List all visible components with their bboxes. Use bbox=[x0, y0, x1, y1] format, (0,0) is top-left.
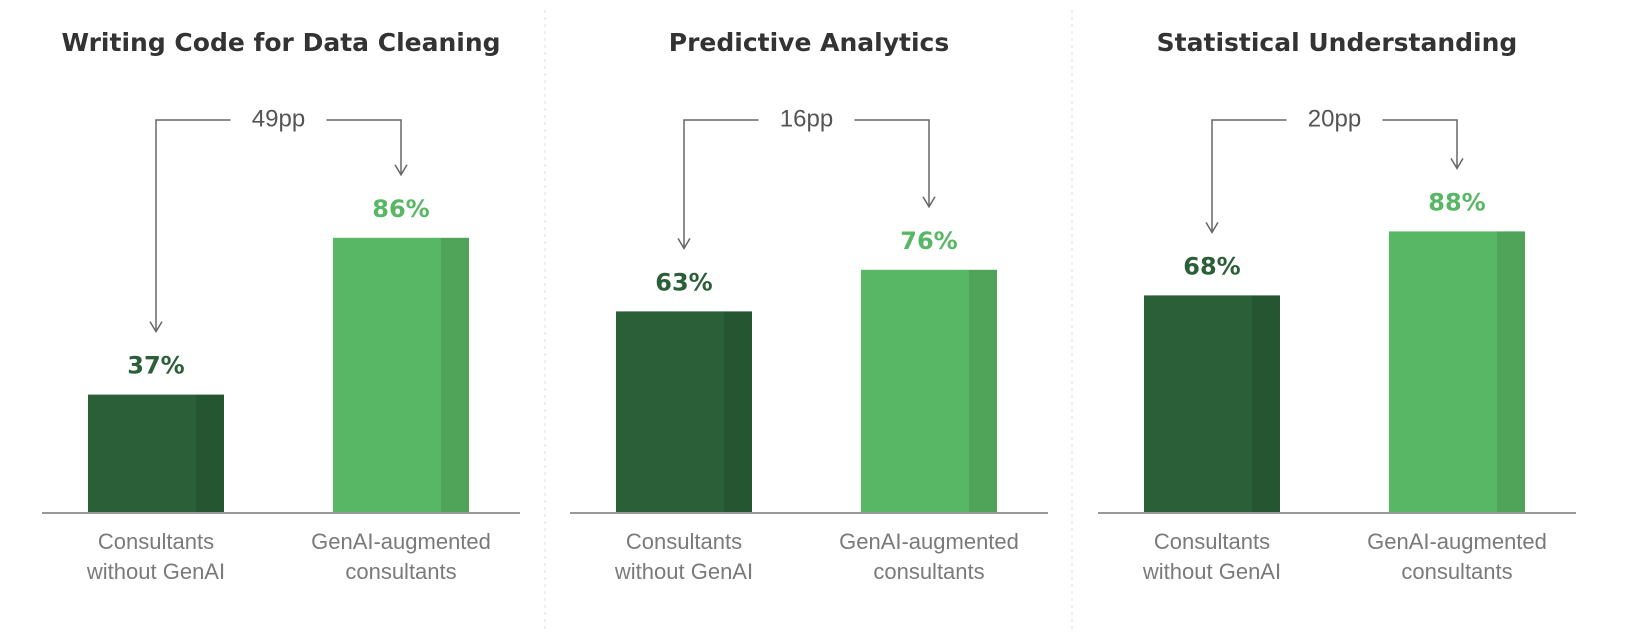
bar-shade bbox=[441, 237, 469, 514]
bar bbox=[1144, 295, 1280, 513]
chart-title: Statistical Understanding bbox=[1157, 28, 1518, 57]
chart-title: Predictive Analytics bbox=[669, 28, 949, 57]
x-tick-label: GenAI-augmented consultants bbox=[311, 529, 491, 584]
value-label: 88% bbox=[1428, 188, 1485, 216]
bar bbox=[1389, 231, 1525, 513]
chart-title: Writing Code for Data Cleaning bbox=[61, 28, 500, 57]
arrow-head bbox=[677, 238, 691, 250]
category-label-box: GenAI-augmented consultants bbox=[311, 529, 491, 584]
annotation: 49pp bbox=[252, 105, 305, 132]
x-tick-label: Consultants without GenAI bbox=[614, 529, 754, 584]
value-label: 68% bbox=[1183, 252, 1240, 280]
arrow-head bbox=[394, 164, 408, 177]
bar-shade bbox=[724, 311, 752, 513]
arrow-head bbox=[1205, 222, 1219, 234]
arrow-head bbox=[922, 196, 936, 209]
bar bbox=[88, 394, 224, 513]
category-label-box: Consultants without GenAI bbox=[1142, 529, 1282, 584]
x-tick-label: GenAI-augmented consultants bbox=[839, 529, 1019, 584]
bar-shade bbox=[969, 269, 997, 513]
value-label: 76% bbox=[900, 227, 957, 255]
arrow-head bbox=[149, 321, 163, 334]
bracket bbox=[1211, 119, 1287, 233]
bar bbox=[861, 269, 997, 513]
bracket bbox=[326, 119, 402, 175]
annotation: 20pp bbox=[1308, 105, 1361, 132]
value-label: 86% bbox=[372, 195, 429, 223]
bar bbox=[333, 237, 469, 514]
x-tick-label: Consultants without GenAI bbox=[1142, 529, 1282, 584]
category-label-box: Consultants without GenAI bbox=[86, 529, 226, 584]
category-label-box: Consultants without GenAI bbox=[614, 529, 754, 584]
x-tick-label: Consultants without GenAI bbox=[86, 529, 226, 584]
bracket bbox=[683, 119, 759, 249]
bar-shade bbox=[1497, 231, 1525, 513]
bar-shade bbox=[196, 394, 224, 513]
x-tick-label: GenAI-augmented consultants bbox=[1367, 529, 1547, 584]
bracket bbox=[854, 119, 930, 207]
arrow-head bbox=[1450, 158, 1464, 170]
value-label: 37% bbox=[127, 352, 184, 380]
bracket bbox=[155, 119, 231, 332]
value-label: 63% bbox=[655, 268, 712, 296]
annotation: 16pp bbox=[780, 105, 833, 132]
category-label-box: GenAI-augmented consultants bbox=[1367, 529, 1547, 584]
category-label-box: GenAI-augmented consultants bbox=[839, 529, 1019, 584]
bar bbox=[616, 311, 752, 513]
bar-shade bbox=[1252, 295, 1280, 513]
bracket bbox=[1382, 119, 1458, 169]
